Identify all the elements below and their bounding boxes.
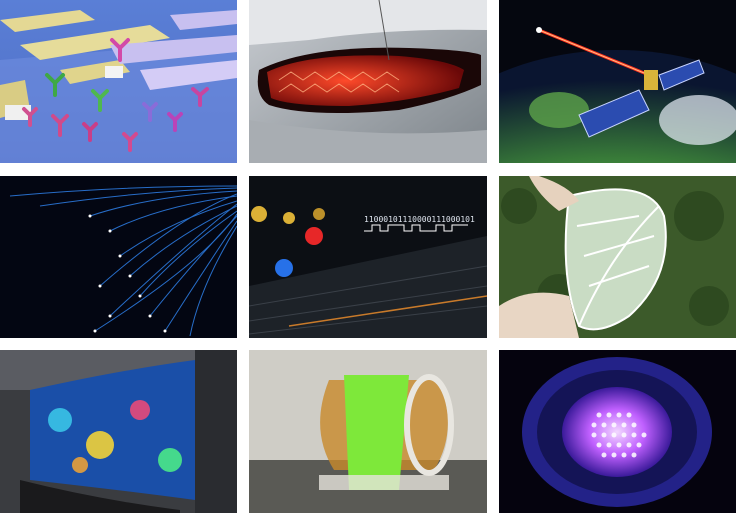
tile-optical-fibers [0,176,237,338]
tile-visible-light-data: 11000101110000111000101 [249,176,487,338]
solar-leaf-photo [499,176,736,338]
antibody-surface-illustration [0,0,237,163]
tile-car-tail-light [249,0,487,163]
tile-uv-led-lamp [499,350,736,513]
car-tail-light-photo [249,0,487,163]
tile-curved-display [0,350,237,513]
flexible-film-photo [249,350,487,513]
tile-solar-leaf [499,176,736,338]
optical-fiber-photo [0,176,237,338]
curved-display-photo [0,350,237,513]
binary-data-text: 11000101110000111000101 [364,215,475,224]
tile-antibody-surface [0,0,237,163]
uv-led-lamp-photo [499,350,736,513]
tile-satellite-laser [499,0,736,163]
satellite-laser-illustration [499,0,736,163]
visible-light-data-illustration: 11000101110000111000101 [249,176,487,338]
tile-flexible-film [249,350,487,513]
